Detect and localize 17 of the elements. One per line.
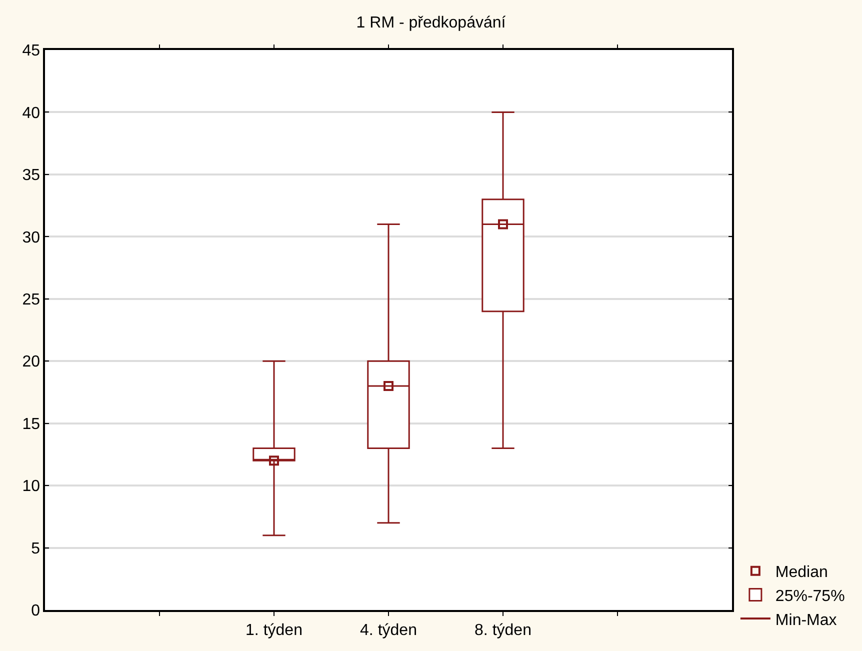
y-tick-label: 5 — [31, 540, 40, 558]
y-tick-label: 30 — [22, 229, 40, 246]
x-tick-label: 8. týden — [474, 622, 532, 639]
y-tick-label: 35 — [22, 167, 40, 184]
x-tick-label: 1. týden — [246, 622, 302, 639]
y-tick-label: 0 — [31, 602, 40, 620]
y-tick-label: 45 — [22, 42, 40, 60]
y-tick-label: 40 — [22, 104, 40, 122]
x-tick-label: 4. týden — [360, 622, 417, 639]
legend-label: Min-Max — [775, 612, 837, 629]
chart-title: 1 RM - předkopávání — [356, 14, 506, 32]
y-tick-label: 25 — [22, 291, 40, 308]
legend-label: Median — [775, 564, 828, 582]
y-tick-label: 15 — [22, 416, 40, 433]
legend-label: 25%-75% — [775, 588, 845, 605]
y-tick-label: 10 — [22, 478, 40, 496]
y-tick-label: 20 — [22, 354, 40, 371]
